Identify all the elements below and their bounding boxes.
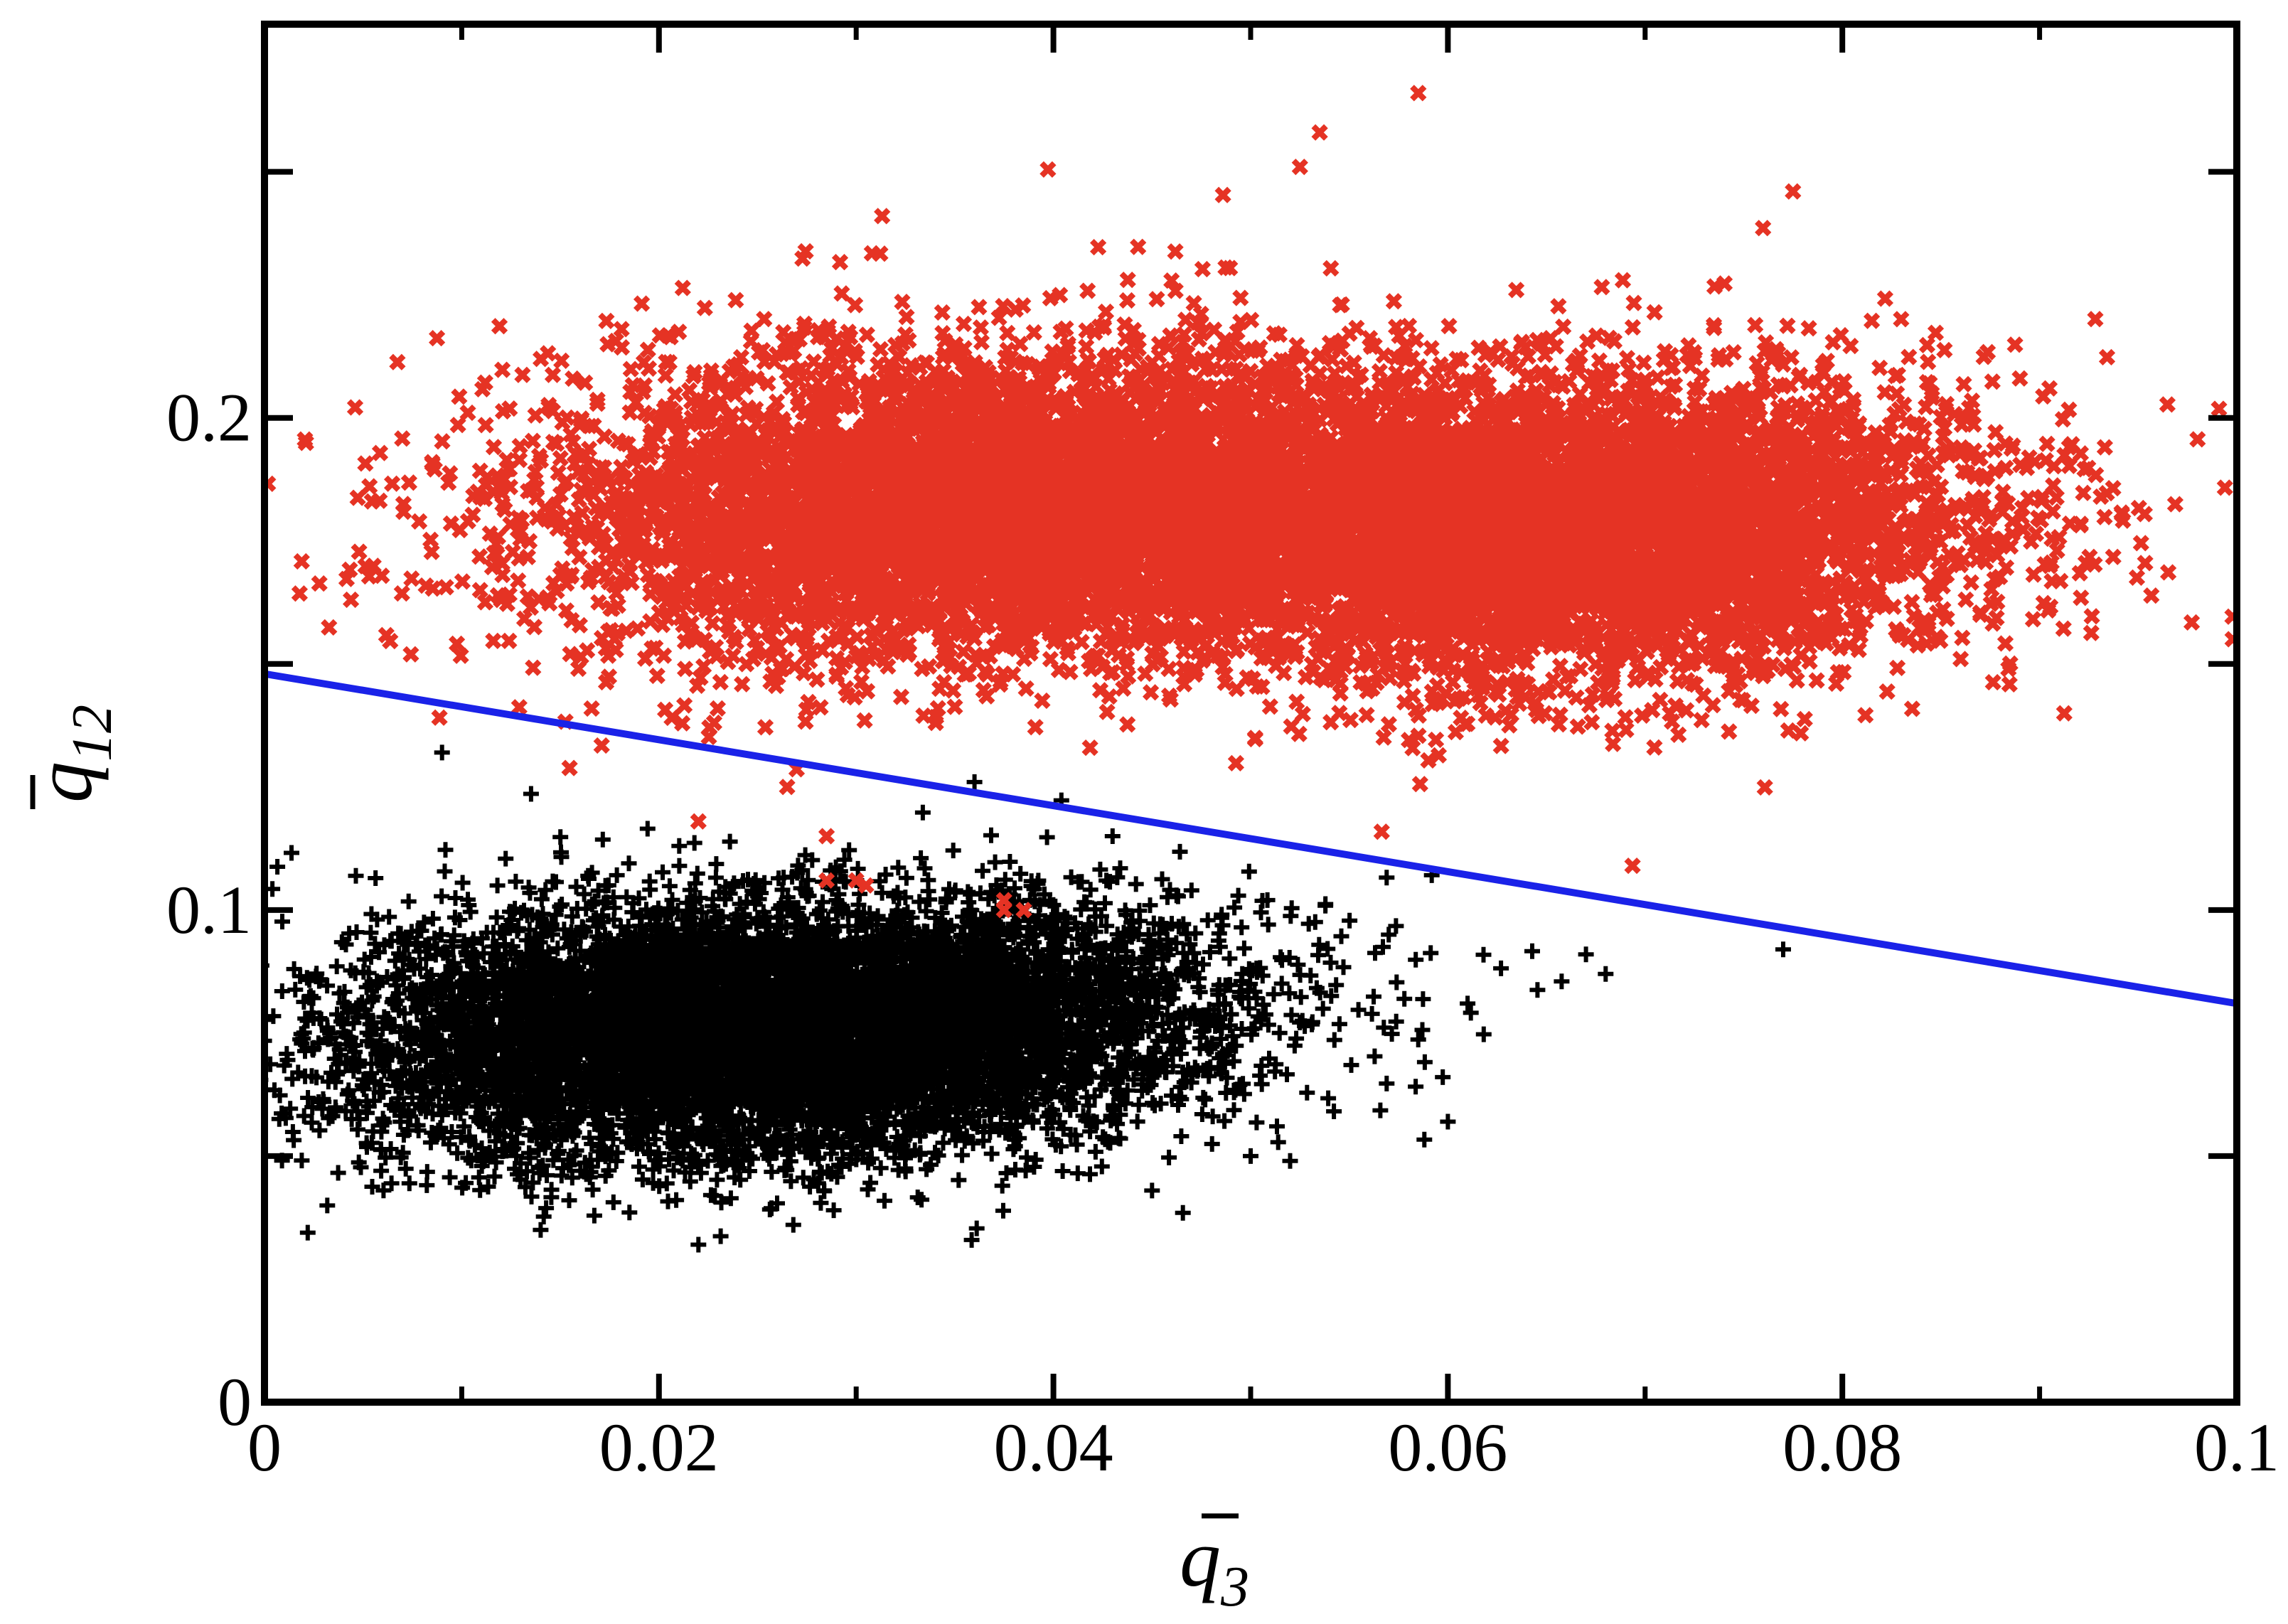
x-tick-label-1: 0.02 [599,1409,719,1485]
y-axis-title: q12 [18,705,124,809]
svg-text:q3: q3 [1180,1513,1249,1618]
x-tick-label-4: 0.08 [1782,1409,1902,1485]
scatter-series-1-markers [264,85,2237,919]
x-axis-title-subscript: 3 [1220,1556,1249,1618]
axis-ticks [262,24,2240,1405]
tick-labels: 0 0.02 0.04 0.06 0.08 0.1 0 0.1 0.2 [166,380,2279,1485]
plot-frame [261,21,2240,1406]
fit-line-layer [264,670,2237,1008]
x-tick-label-3: 0.06 [1388,1409,1507,1485]
x-tick-label-2: 0.04 [994,1409,1113,1485]
x-tick-label-0: 0 [247,1409,282,1485]
x-axis-title: q3 [1180,1513,1249,1618]
x-axis-title-base: q [1180,1513,1221,1604]
y-tick-label-4: 0.2 [166,380,252,456]
plot-area [264,85,2237,1253]
y-tick-label-0: 0 [218,1364,252,1440]
y-tick-label-2: 0.1 [166,872,252,948]
separator-line-0 [264,670,2237,1008]
y-axis-title-subscript: 12 [61,705,124,762]
x-tick-label-5: 0.1 [2194,1409,2279,1485]
scatter-series-0-markers [264,744,1791,1253]
data-series-layer [264,85,2237,1253]
